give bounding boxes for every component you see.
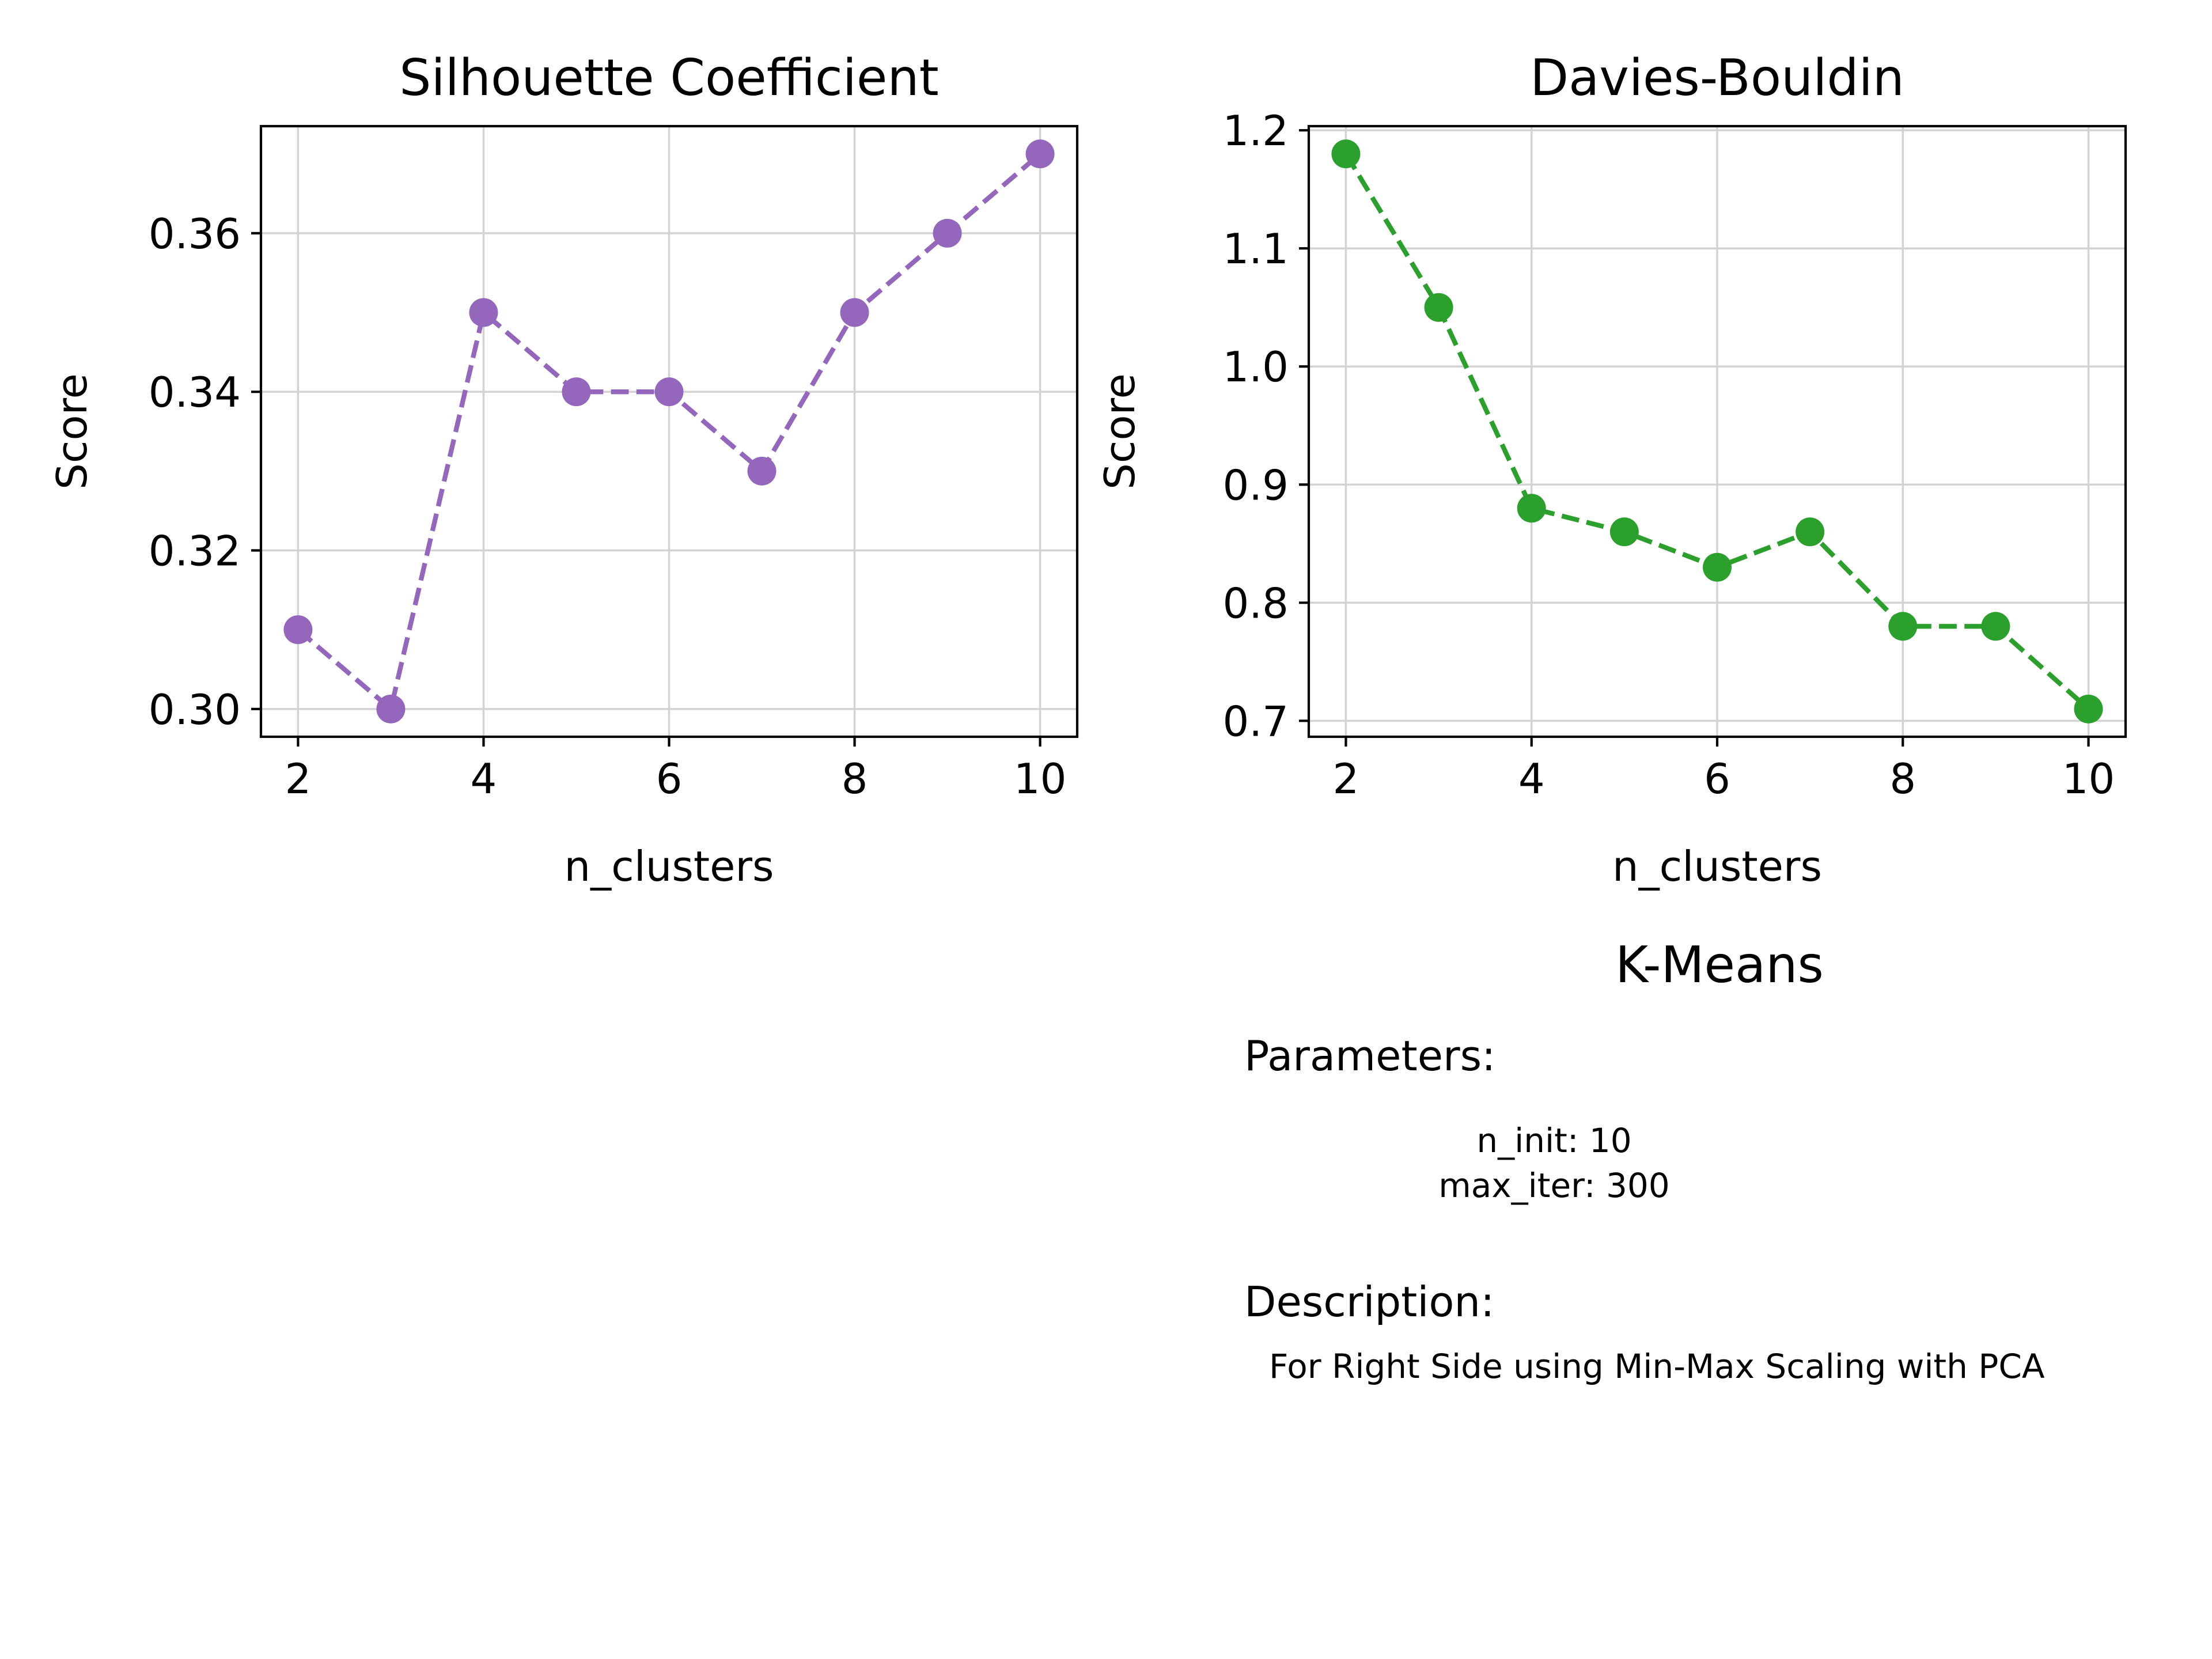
data-point: [1888, 612, 1918, 641]
data-point: [933, 218, 962, 248]
y-tick-label: 0.34: [149, 368, 241, 416]
data-point: [283, 615, 313, 645]
chart-title: Davies-Bouldin: [1530, 48, 1904, 107]
x-tick-label: 2: [1333, 755, 1359, 803]
x-tick-label: 6: [656, 755, 683, 803]
y-tick-label: 0.32: [149, 527, 241, 575]
y-tick-label: 0.8: [1222, 579, 1289, 627]
data-point: [1981, 612, 2010, 641]
description-heading: Description:: [1244, 1278, 1494, 1326]
y-tick-label: 1.2: [1222, 107, 1289, 155]
y-tick-label: 0.30: [149, 685, 241, 734]
info-title: K-Means: [1615, 935, 1824, 994]
x-tick-label: 4: [1518, 755, 1545, 803]
x-tick-label: 10: [2062, 755, 2115, 803]
data-point: [654, 377, 684, 407]
x-tick-label: 8: [842, 755, 868, 803]
data-point: [376, 694, 406, 724]
data-point: [469, 298, 498, 327]
parameters-heading: Parameters:: [1244, 1032, 1495, 1080]
y-axis-label: Score: [1096, 373, 1144, 490]
data-point: [1703, 552, 1732, 582]
x-tick-label: 4: [471, 755, 497, 803]
parameter-max-iter: max_iter: 300: [1438, 1166, 1669, 1205]
data-point: [562, 377, 591, 407]
y-tick-label: 0.7: [1222, 697, 1289, 745]
parameter-n-init: n_init: 10: [1476, 1121, 1631, 1160]
x-tick-label: 2: [285, 755, 312, 803]
y-tick-label: 1.0: [1222, 343, 1289, 391]
data-point: [1517, 494, 1546, 523]
y-axis-label: Score: [48, 373, 96, 490]
data-point: [1331, 139, 1361, 169]
description-text: For Right Side using Min-Max Scaling wit…: [1269, 1347, 2045, 1386]
data-point: [1796, 517, 1825, 547]
davies-bouldin-chart: 2 4 6 8 10 0.7 0.8 0.9 1.0 1.1 1.2 Davies-Bouldin n_…: [1096, 48, 2127, 891]
data-point: [840, 298, 869, 327]
x-tick-label: 10: [1014, 755, 1067, 803]
silhouette-chart: 2 4 6 8 10 0.30 0.32 0.34 0.36 Silhouette Coeffic…: [48, 48, 1079, 891]
data-point: [2074, 694, 2103, 724]
x-axis-label: n_clusters: [1612, 842, 1822, 891]
x-tick-label: 6: [1704, 755, 1730, 803]
data-point: [1025, 139, 1055, 169]
data-point: [747, 456, 777, 486]
x-tick-label: 8: [1889, 755, 1916, 803]
chart-title: Silhouette Coefficient: [399, 48, 938, 107]
x-axis-label: n_clusters: [564, 842, 774, 891]
y-tick-label: 1.1: [1222, 225, 1289, 273]
data-point: [1424, 293, 1453, 322]
y-tick-label: 0.36: [149, 210, 241, 258]
y-tick-label: 0.9: [1222, 461, 1289, 509]
data-point: [1609, 517, 1639, 547]
info-panel: K-Means Parameters: n_init: 10 max_iter:…: [1244, 935, 2045, 1386]
